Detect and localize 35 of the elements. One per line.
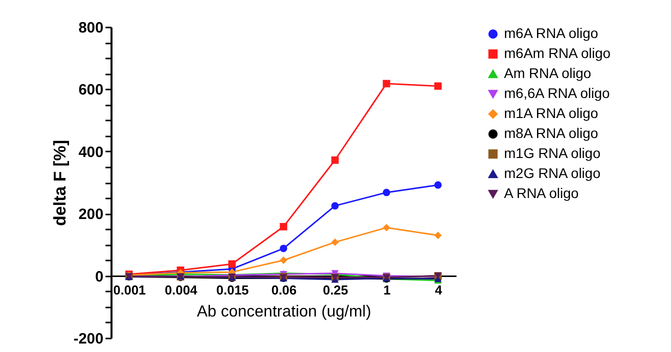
legend-label: A RNA oligo — [504, 185, 579, 201]
x-tick-label: 0.25 — [322, 282, 348, 298]
point — [434, 181, 442, 189]
x-tick-label: 0.004 — [164, 282, 198, 298]
legend-label: m1A RNA oligo — [504, 105, 598, 121]
x-tick-label: 4 — [434, 282, 443, 298]
point — [382, 224, 390, 232]
legend-label: m6Am RNA oligo — [504, 45, 611, 61]
legend-label: m6,6A RNA oligo — [504, 85, 610, 101]
legend-label: m1G RNA oligo — [504, 145, 601, 161]
y-tick-label: 0 — [95, 268, 104, 286]
y-tick-label: 600 — [78, 82, 104, 99]
x-tick-label: 1 — [383, 282, 391, 298]
point — [280, 244, 288, 252]
y-tick-label: 400 — [78, 144, 104, 161]
point — [434, 232, 442, 240]
legend-label: m6A RNA oligo — [504, 25, 598, 41]
legend-label: m2G RNA oligo — [504, 165, 601, 181]
point — [331, 202, 339, 210]
point — [331, 156, 339, 164]
legend-label: Am RNA oligo — [504, 65, 592, 81]
y-tick-label: 200 — [78, 206, 104, 224]
y-tick-label: 800 — [78, 20, 104, 36]
point — [434, 82, 442, 90]
point — [280, 222, 288, 230]
y-axis-title: delta F [%] — [50, 140, 70, 226]
point — [382, 80, 390, 88]
legend-label: m8A RNA oligo — [504, 125, 598, 141]
x-tick-label: 0.015 — [216, 282, 249, 298]
x-tick-label: 0.06 — [271, 282, 297, 298]
x-tick-label: 0.001 — [113, 282, 146, 298]
point — [331, 238, 339, 246]
y-tick-label: -200 — [73, 330, 104, 348]
point — [382, 188, 390, 196]
x-axis-title: Ab concentration (ug/ml) — [196, 303, 372, 320]
